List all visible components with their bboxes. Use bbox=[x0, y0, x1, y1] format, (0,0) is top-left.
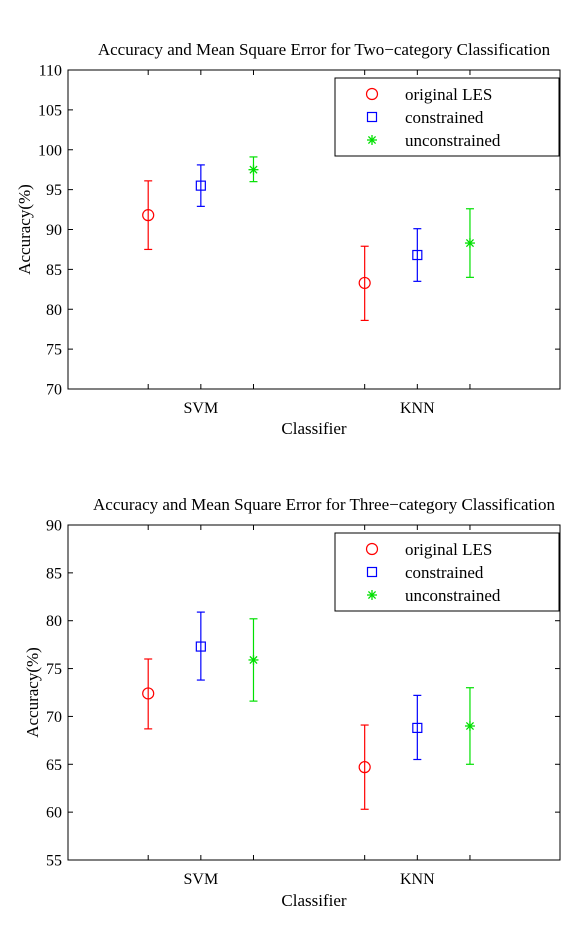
legend: original LES constrained unconstrained bbox=[334, 532, 560, 612]
series-original-les bbox=[142, 658, 371, 810]
x-category-label: KNN bbox=[400, 400, 435, 417]
error-bar bbox=[413, 228, 422, 282]
chart-title: Accuracy and Mean Square Error for Two−c… bbox=[98, 40, 551, 59]
y-tick-label: 110 bbox=[39, 63, 62, 80]
data-point-asterisk bbox=[464, 238, 475, 249]
data-point-circle bbox=[142, 209, 155, 222]
data-point-square bbox=[412, 722, 423, 734]
data-point-square bbox=[195, 180, 206, 191]
error-bar bbox=[196, 611, 205, 681]
y-tick-label: 70 bbox=[46, 382, 62, 399]
data-point-asterisk bbox=[248, 164, 259, 175]
y-tick-label: 80 bbox=[46, 302, 62, 319]
y-tick-label: 70 bbox=[46, 709, 62, 726]
data-point-asterisk bbox=[248, 654, 259, 665]
y-tick-label: 80 bbox=[46, 613, 62, 630]
series-unconstrained bbox=[248, 618, 475, 765]
x-axis-ticks: SVM KNN bbox=[147, 70, 471, 417]
chart-panel-2: Accuracy and Mean Square Error for Three… bbox=[23, 495, 561, 910]
data-point-circle bbox=[142, 687, 155, 700]
error-bar bbox=[196, 164, 205, 207]
data-point-circle bbox=[358, 276, 371, 290]
y-tick-label: 75 bbox=[46, 342, 62, 359]
x-axis-label: Classifier bbox=[281, 891, 346, 910]
legend-label: constrained bbox=[405, 563, 484, 582]
y-tick-label: 90 bbox=[46, 222, 62, 239]
error-bar bbox=[360, 245, 369, 322]
y-tick-label: 100 bbox=[38, 142, 62, 159]
error-bar bbox=[144, 180, 153, 251]
error-bar bbox=[413, 694, 422, 761]
legend-marker-square bbox=[366, 566, 378, 578]
data-point-square bbox=[195, 641, 206, 652]
x-axis-label: Classifier bbox=[281, 419, 346, 438]
legend-label: original LES bbox=[405, 85, 492, 104]
y-axis-ticks: 70 75 80 85 90 95 100 105 110 bbox=[38, 63, 560, 399]
y-tick-label: 85 bbox=[46, 565, 62, 582]
x-category-label: SVM bbox=[183, 871, 218, 888]
y-tick-label: 95 bbox=[46, 182, 62, 199]
y-tick-label: 55 bbox=[46, 853, 62, 870]
y-tick-label: 85 bbox=[46, 262, 62, 279]
y-axis-label: Accuracy(%) bbox=[15, 184, 34, 275]
error-bar bbox=[360, 724, 369, 810]
axes-box bbox=[67, 524, 561, 861]
legend-marker-asterisk bbox=[367, 135, 377, 145]
series-unconstrained bbox=[248, 156, 475, 278]
legend-marker-asterisk bbox=[367, 590, 377, 600]
y-axis-ticks: 55 60 65 70 75 80 85 90 bbox=[46, 518, 560, 870]
series-original-les bbox=[142, 180, 371, 322]
legend-marker-circle bbox=[365, 87, 379, 101]
y-tick-label: 65 bbox=[46, 757, 62, 774]
series-constrained bbox=[195, 164, 423, 282]
y-tick-label: 60 bbox=[46, 805, 62, 822]
y-tick-label: 90 bbox=[46, 518, 62, 535]
data-point-square bbox=[412, 249, 423, 261]
data-point-asterisk bbox=[464, 721, 475, 731]
chart-panel-1: Accuracy and Mean Square Error for Two−c… bbox=[15, 40, 561, 438]
x-axis-ticks: SVM KNN bbox=[147, 525, 471, 888]
y-tick-label: 105 bbox=[38, 102, 62, 119]
legend-marker-square bbox=[366, 111, 378, 123]
legend: original LES constrained unconstrained bbox=[334, 77, 560, 157]
data-point-circle bbox=[358, 761, 371, 774]
y-axis-label: Accuracy(%) bbox=[23, 647, 42, 738]
chart-title: Accuracy and Mean Square Error for Three… bbox=[93, 495, 555, 514]
legend-label: original LES bbox=[405, 540, 492, 559]
series-constrained bbox=[195, 611, 423, 761]
legend-label: unconstrained bbox=[405, 131, 501, 150]
error-bar bbox=[144, 658, 153, 730]
y-tick-label: 75 bbox=[46, 661, 62, 678]
x-category-label: SVM bbox=[183, 400, 218, 417]
x-category-label: KNN bbox=[400, 871, 435, 888]
legend-label: unconstrained bbox=[405, 586, 501, 605]
legend-marker-circle bbox=[365, 542, 379, 556]
legend-label: constrained bbox=[405, 108, 484, 127]
